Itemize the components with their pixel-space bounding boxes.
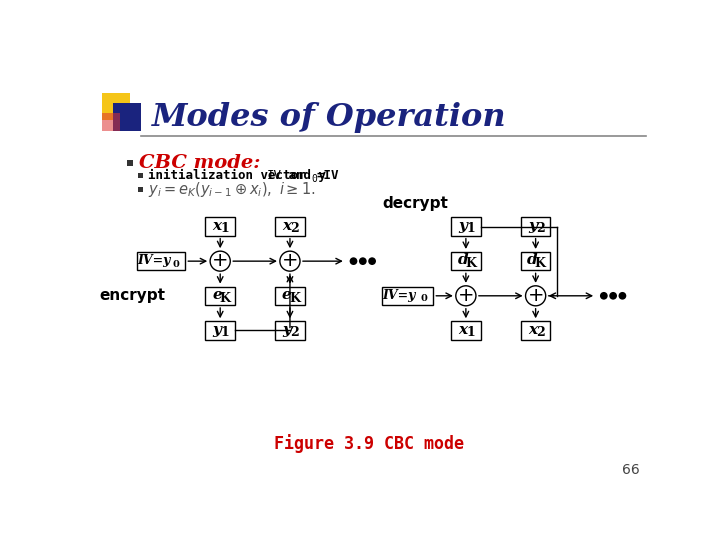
Text: x: x <box>282 219 292 233</box>
Bar <box>521 252 550 271</box>
Text: +: + <box>282 251 298 270</box>
Circle shape <box>350 257 357 265</box>
Bar <box>138 187 143 192</box>
Bar <box>275 321 305 340</box>
Text: y: y <box>282 323 292 336</box>
Text: y: y <box>212 323 222 336</box>
Bar <box>521 217 550 236</box>
Text: Figure 3.9 CBC mode: Figure 3.9 CBC mode <box>274 434 464 453</box>
Text: y: y <box>459 219 467 233</box>
Text: 2: 2 <box>536 222 544 235</box>
Text: 2: 2 <box>290 326 299 339</box>
Text: +: + <box>458 286 474 305</box>
Text: e: e <box>282 288 292 302</box>
Bar <box>451 217 481 236</box>
Text: 0: 0 <box>311 174 317 184</box>
Text: x: x <box>212 219 222 233</box>
Text: 0: 0 <box>173 260 179 269</box>
Bar <box>205 217 235 236</box>
Text: x: x <box>528 323 537 336</box>
Bar <box>275 217 305 236</box>
Text: K: K <box>535 257 546 270</box>
Bar <box>521 321 550 340</box>
Text: 2: 2 <box>536 326 544 339</box>
Text: d: d <box>527 253 538 267</box>
Bar <box>205 321 235 340</box>
Text: 2: 2 <box>290 222 299 235</box>
Bar <box>205 287 235 305</box>
Text: IV=y: IV=y <box>382 288 416 301</box>
Circle shape <box>280 251 300 271</box>
Bar <box>127 159 133 166</box>
Text: +: + <box>527 286 544 305</box>
Circle shape <box>618 292 626 300</box>
Text: 1: 1 <box>466 326 475 339</box>
Circle shape <box>368 257 376 265</box>
Text: =IV: =IV <box>316 169 339 182</box>
Bar <box>138 252 185 271</box>
Bar <box>451 321 481 340</box>
Text: and y: and y <box>281 169 325 182</box>
Text: y: y <box>528 219 537 233</box>
Bar <box>382 287 433 305</box>
Text: CBC mode:: CBC mode: <box>139 153 261 172</box>
Text: IV=y: IV=y <box>137 254 170 267</box>
Text: 0: 0 <box>420 294 428 303</box>
Text: +: + <box>212 251 228 270</box>
Text: K: K <box>465 257 476 270</box>
Text: 1: 1 <box>220 326 229 339</box>
Text: decrypt: decrypt <box>382 196 449 211</box>
Text: 66: 66 <box>622 463 640 477</box>
Bar <box>275 287 305 305</box>
Circle shape <box>600 292 608 300</box>
Text: 1: 1 <box>466 222 475 235</box>
Text: encrypt: encrypt <box>99 288 166 303</box>
Text: IV: IV <box>266 169 282 182</box>
Text: 1: 1 <box>220 222 229 235</box>
Circle shape <box>609 292 617 300</box>
Text: x: x <box>458 323 467 336</box>
FancyBboxPatch shape <box>102 112 120 131</box>
Text: $y_i = e_K(y_{i-1} \oplus x_i),\ i \geq 1.$: $y_i = e_K(y_{i-1} \oplus x_i),\ i \geq … <box>148 180 315 199</box>
Text: Modes of Operation: Modes of Operation <box>152 102 507 133</box>
Circle shape <box>526 286 546 306</box>
Text: d: d <box>457 253 468 267</box>
Bar <box>451 252 481 271</box>
FancyBboxPatch shape <box>102 92 130 120</box>
Circle shape <box>359 257 366 265</box>
Text: e: e <box>212 288 222 302</box>
Bar <box>138 173 143 178</box>
Text: K: K <box>289 292 300 305</box>
Circle shape <box>210 251 230 271</box>
Circle shape <box>456 286 476 306</box>
Text: initialization vector: initialization vector <box>148 169 305 182</box>
Text: K: K <box>220 292 230 305</box>
FancyBboxPatch shape <box>113 103 141 131</box>
